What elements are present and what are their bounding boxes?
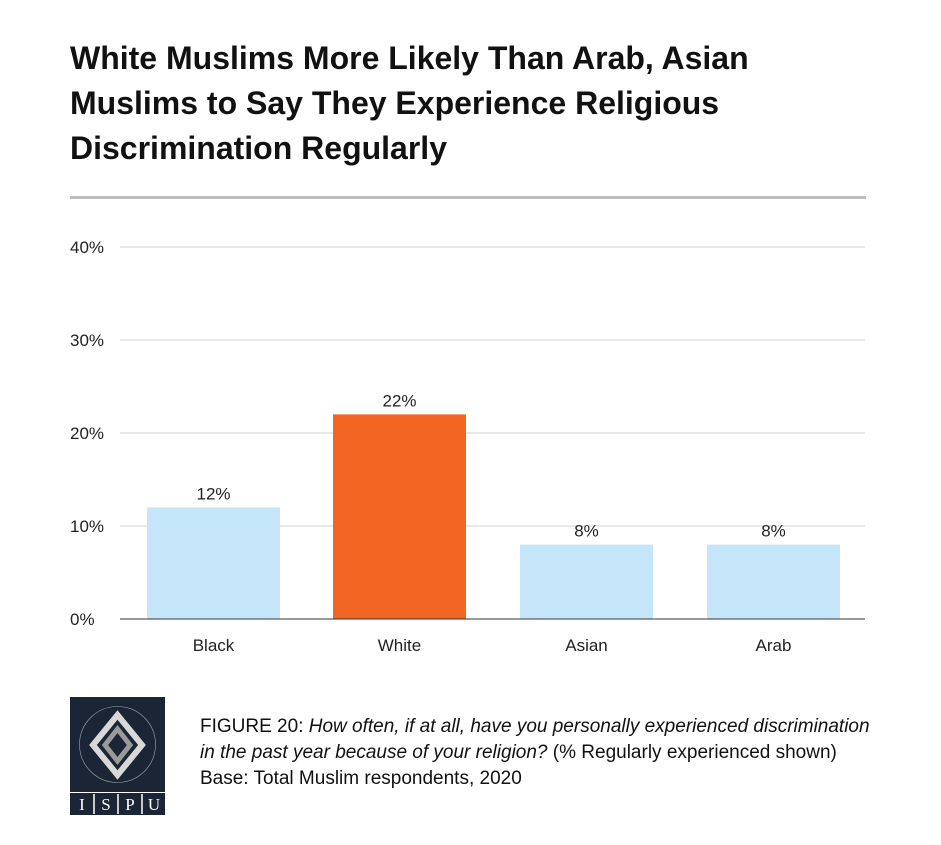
x-tick-label: Asian	[565, 636, 608, 655]
figure-caption: FIGURE 20: How often, if at all, have yo…	[200, 716, 870, 789]
bar-asian	[520, 544, 653, 619]
y-tick-label: 40%	[70, 238, 104, 257]
svg-text:P: P	[125, 795, 134, 814]
data-label: 22%	[382, 391, 416, 410]
x-tick-label: Black	[193, 636, 235, 655]
x-tick-label: Arab	[756, 636, 792, 655]
svg-text:U: U	[148, 795, 160, 814]
svg-text:S: S	[101, 795, 110, 814]
y-tick-label: 20%	[70, 424, 104, 443]
data-label: 8%	[761, 522, 786, 541]
bar-white	[333, 414, 466, 619]
title-divider	[70, 196, 866, 199]
chart-title: White Muslims More Likely Than Arab, Asi…	[70, 40, 749, 166]
data-label: 12%	[196, 484, 230, 503]
y-tick-label: 0%	[70, 610, 95, 629]
bar-arab	[707, 544, 840, 619]
bar-black	[147, 507, 280, 619]
data-label: 8%	[574, 522, 599, 541]
survey-question: How often, if at all, have you personall…	[200, 716, 870, 763]
figure-label: FIGURE 20	[200, 716, 299, 737]
x-tick-label: White	[378, 636, 421, 655]
y-tick-label: 30%	[70, 331, 104, 350]
y-tick-label: 10%	[70, 517, 104, 536]
svg-text:I: I	[79, 795, 85, 814]
caption-note: (% Regularly experienced shown) Base: To…	[200, 742, 837, 789]
bar-chart: 0% 10% 20% 30% 40% 12% Black 22% White 8% Asian 8% A…	[70, 238, 865, 655]
